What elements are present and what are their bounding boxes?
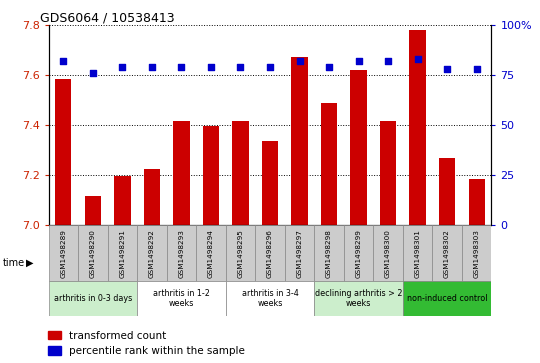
Bar (144, 169, 160, 225)
Point (118, 65, 127, 70)
Bar (350, 70, 367, 225)
Bar (137, 281, 226, 316)
Bar (314, 225, 344, 281)
Bar (292, 57, 308, 225)
Point (472, 66, 481, 72)
Legend: transformed count, percentile rank within the sample: transformed count, percentile rank withi… (49, 331, 245, 356)
Text: GSM1498298: GSM1498298 (326, 229, 332, 278)
Text: GSM1498303: GSM1498303 (474, 229, 480, 278)
Bar (255, 225, 285, 281)
Bar (403, 225, 433, 281)
Text: arthritis in 0-3 days: arthritis in 0-3 days (54, 294, 132, 303)
Text: GSM1498299: GSM1498299 (355, 229, 362, 278)
Point (147, 65, 156, 70)
Bar (262, 142, 278, 225)
Bar (203, 126, 219, 225)
Bar (321, 103, 337, 225)
Bar (462, 225, 491, 281)
Text: GSM1498290: GSM1498290 (90, 229, 96, 278)
Bar (137, 225, 167, 281)
Text: time: time (3, 258, 25, 268)
Text: ▶: ▶ (26, 258, 33, 268)
Text: GSM1498293: GSM1498293 (178, 229, 185, 278)
Text: non-induced control: non-induced control (407, 294, 488, 303)
Bar (380, 122, 396, 225)
Text: GSM1498291: GSM1498291 (119, 229, 125, 278)
Bar (196, 225, 226, 281)
Text: GSM1498296: GSM1498296 (267, 229, 273, 278)
Bar (409, 30, 426, 225)
Bar (78, 225, 107, 281)
Text: declining arthritis > 2
weeks: declining arthritis > 2 weeks (315, 289, 402, 308)
Bar (167, 225, 196, 281)
Point (266, 65, 274, 70)
Bar (49, 281, 137, 316)
Text: GDS6064 / 10538413: GDS6064 / 10538413 (40, 11, 174, 24)
Bar (373, 225, 403, 281)
Bar (285, 225, 314, 281)
Bar (314, 281, 403, 316)
Point (89, 70, 97, 76)
Bar (226, 281, 314, 316)
Text: GSM1498300: GSM1498300 (385, 229, 391, 278)
Point (177, 65, 186, 70)
Bar (226, 225, 255, 281)
Text: arthritis in 3-4
weeks: arthritis in 3-4 weeks (241, 289, 299, 308)
Point (236, 65, 245, 70)
Bar (49, 225, 78, 281)
Text: GSM1498292: GSM1498292 (149, 229, 155, 278)
Text: GSM1498289: GSM1498289 (60, 229, 66, 278)
Bar (344, 225, 373, 281)
Text: GSM1498295: GSM1498295 (238, 229, 244, 278)
Bar (403, 281, 491, 316)
Bar (114, 176, 131, 225)
Bar (232, 122, 248, 225)
Text: GSM1498301: GSM1498301 (415, 229, 421, 278)
Point (413, 56, 422, 62)
Bar (55, 79, 71, 225)
Point (59, 58, 68, 64)
Text: arthritis in 1-2
weeks: arthritis in 1-2 weeks (153, 289, 210, 308)
Point (207, 65, 215, 70)
Point (325, 65, 333, 70)
Bar (469, 179, 485, 225)
Text: GSM1498302: GSM1498302 (444, 229, 450, 278)
Point (295, 58, 304, 64)
Text: GSM1498294: GSM1498294 (208, 229, 214, 278)
Bar (173, 122, 190, 225)
Point (354, 58, 363, 64)
Bar (439, 158, 455, 225)
Bar (433, 225, 462, 281)
Text: GSM1498297: GSM1498297 (296, 229, 302, 278)
Bar (107, 225, 137, 281)
Point (443, 66, 451, 72)
Bar (85, 196, 101, 225)
Point (384, 58, 393, 64)
